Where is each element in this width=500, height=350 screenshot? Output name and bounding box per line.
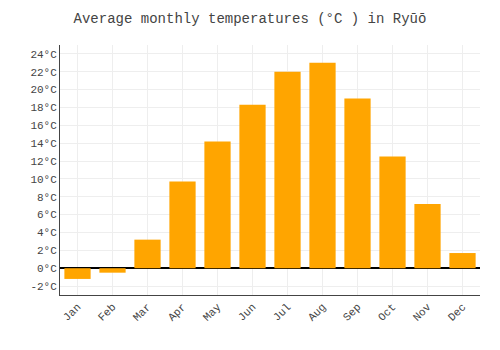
svg-text:0°C: 0°C bbox=[37, 263, 57, 275]
svg-text:Jul: Jul bbox=[271, 301, 293, 323]
svg-text:4°C: 4°C bbox=[37, 227, 57, 239]
svg-text:Apr: Apr bbox=[166, 301, 188, 323]
svg-text:22°C: 22°C bbox=[30, 67, 57, 79]
svg-text:Sep: Sep bbox=[341, 301, 363, 323]
svg-text:Aug: Aug bbox=[306, 301, 328, 323]
svg-text:May: May bbox=[201, 301, 224, 324]
svg-text:10°C: 10°C bbox=[30, 174, 57, 186]
svg-text:Feb: Feb bbox=[96, 301, 118, 323]
svg-text:Jan: Jan bbox=[61, 301, 83, 323]
svg-text:Average monthly temperatures (: Average monthly temperatures (°C ) in Ry… bbox=[74, 11, 427, 27]
svg-text:2°C: 2°C bbox=[37, 245, 57, 257]
svg-text:Nov: Nov bbox=[411, 301, 434, 324]
svg-text:Mar: Mar bbox=[131, 301, 153, 323]
svg-text:14°C: 14°C bbox=[30, 138, 57, 150]
svg-text:12°C: 12°C bbox=[30, 156, 57, 168]
svg-text:20°C: 20°C bbox=[30, 84, 57, 96]
svg-text:18°C: 18°C bbox=[30, 102, 57, 114]
svg-text:Jun: Jun bbox=[236, 301, 258, 323]
svg-text:-2°C: -2°C bbox=[30, 281, 57, 293]
svg-text:6°C: 6°C bbox=[37, 209, 57, 221]
svg-text:Oct: Oct bbox=[376, 301, 398, 323]
svg-text:24°C: 24°C bbox=[30, 49, 57, 61]
svg-text:Dec: Dec bbox=[446, 301, 468, 323]
svg-text:16°C: 16°C bbox=[30, 120, 57, 132]
svg-text:8°C: 8°C bbox=[37, 192, 57, 204]
